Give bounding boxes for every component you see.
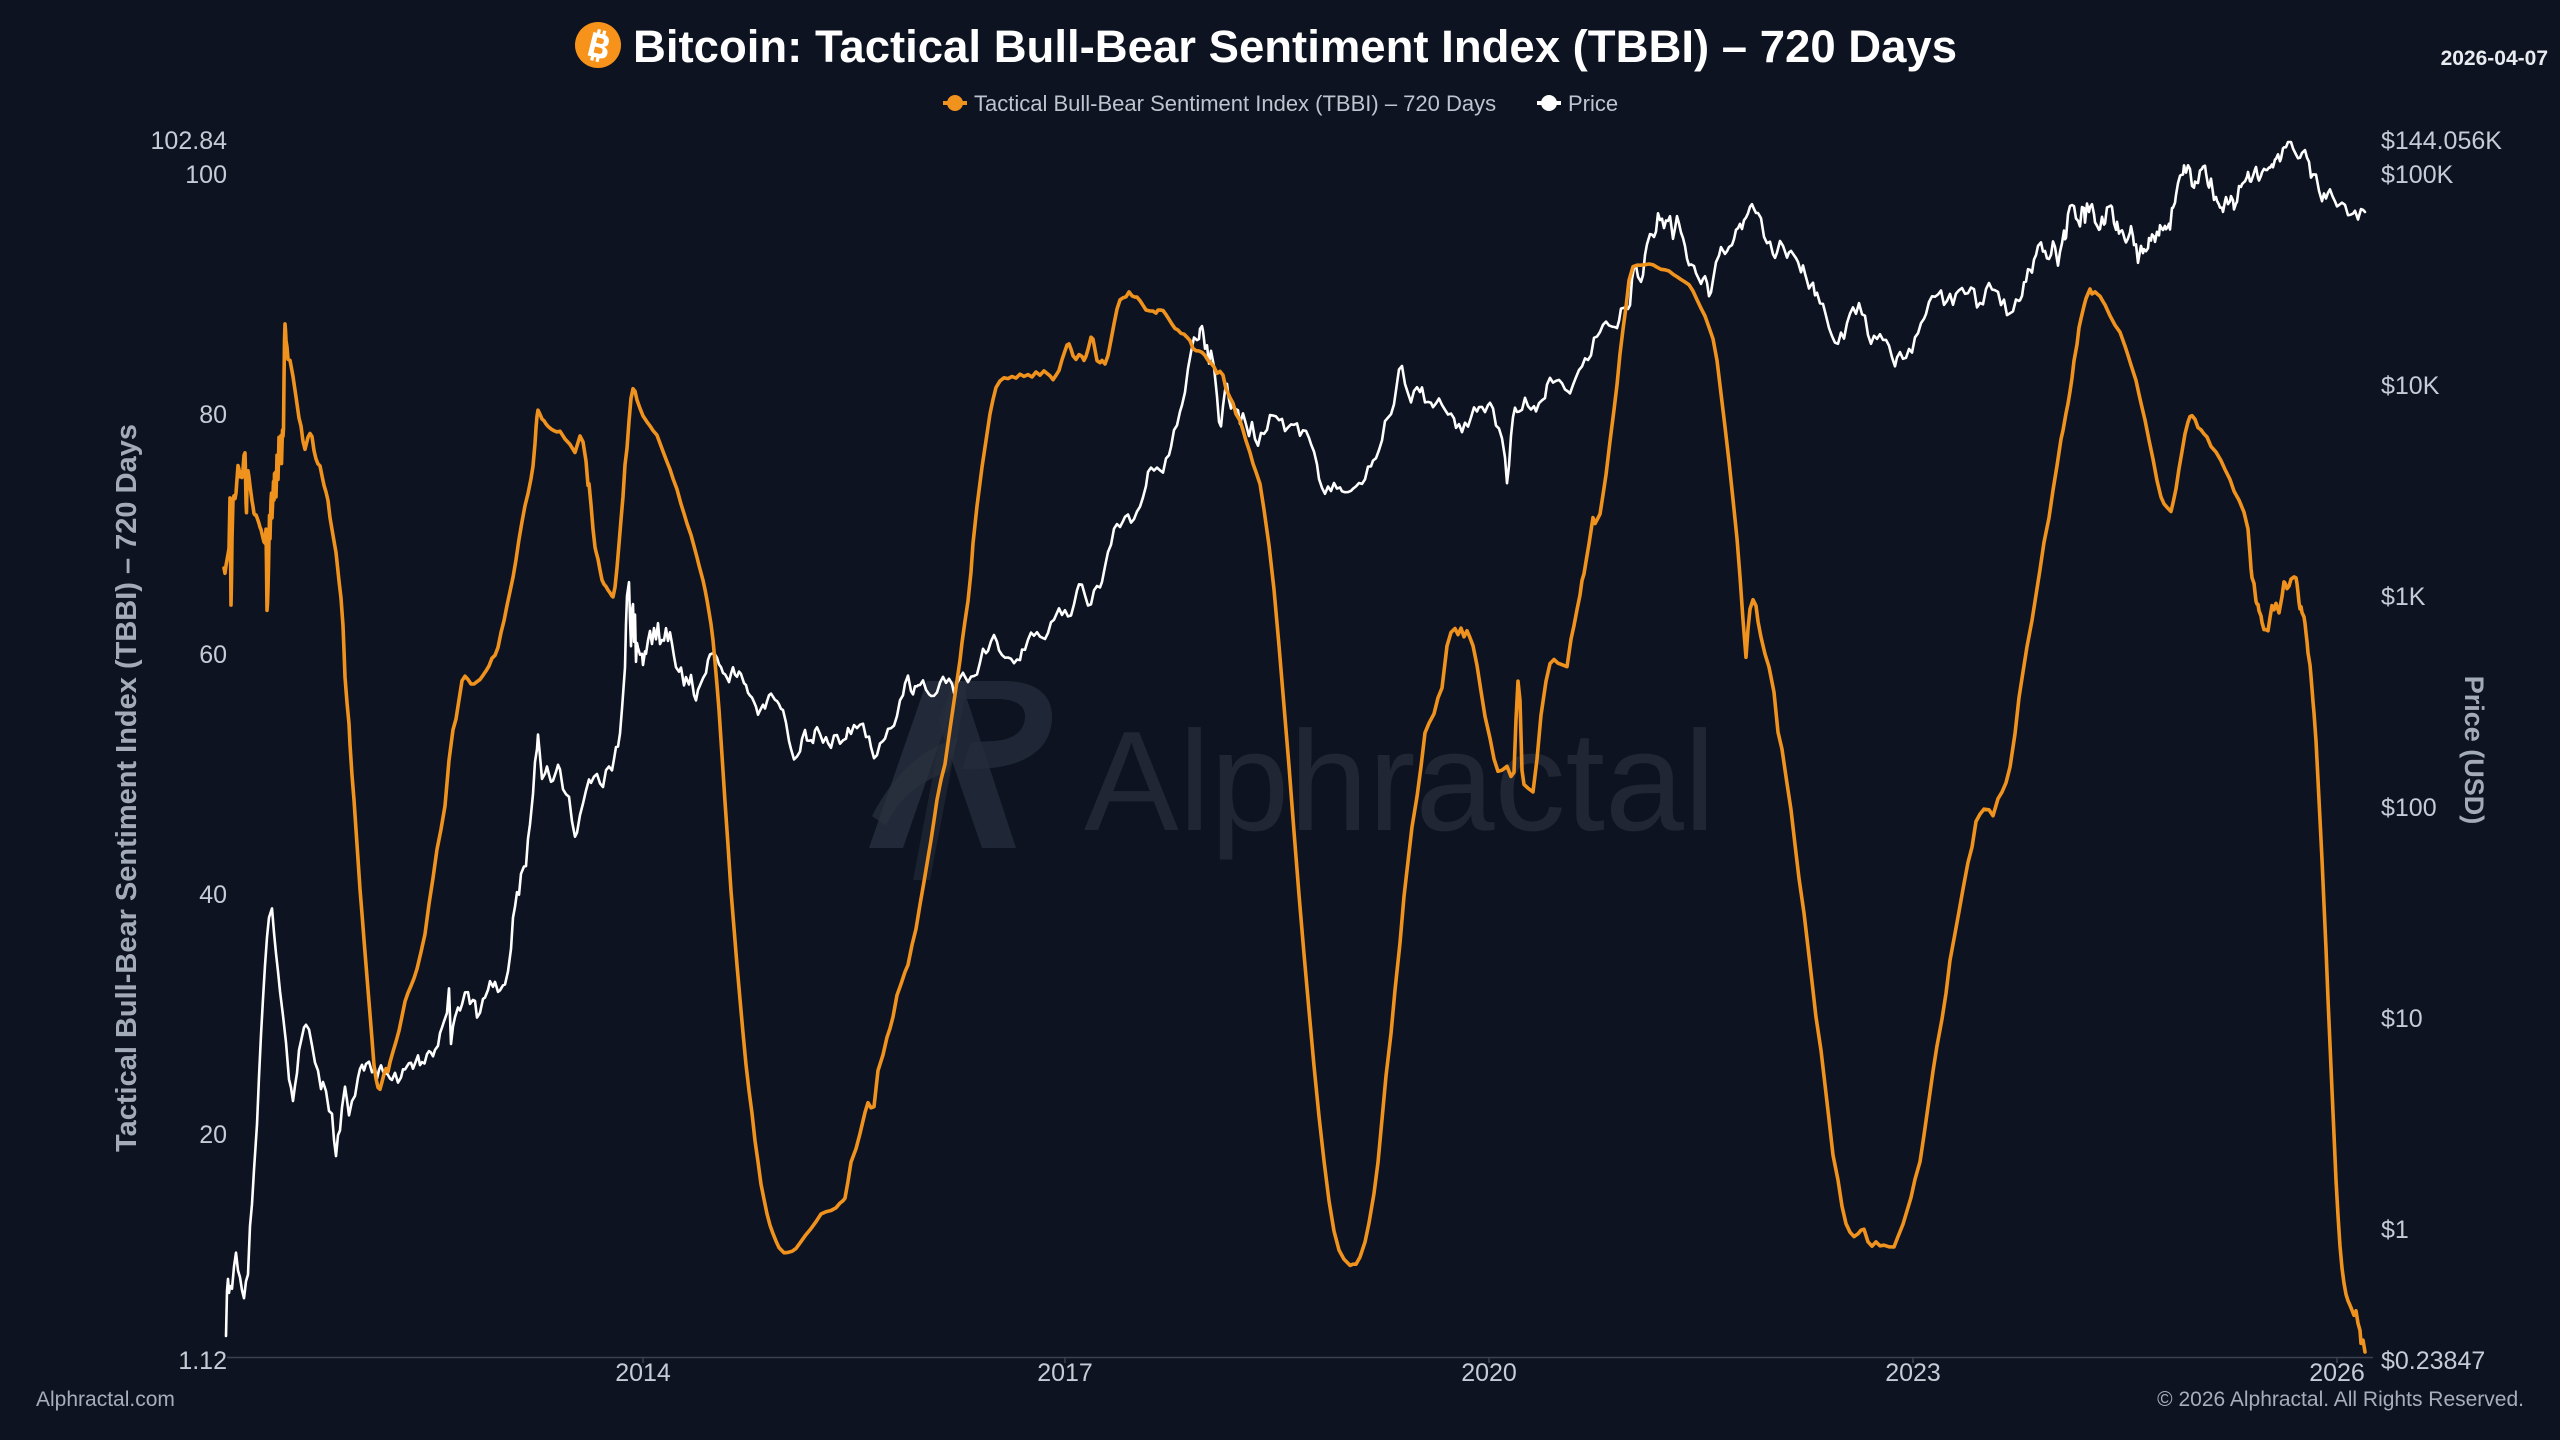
svg-text:40: 40 (199, 881, 227, 909)
svg-text:© 2026 Alphractal. All Rights: © 2026 Alphractal. All Rights Reserved. (2157, 1388, 2524, 1411)
svg-text:Bitcoin: Tactical Bull-Bear Se: Bitcoin: Tactical Bull-Bear Sentiment In… (633, 21, 1957, 72)
svg-text:80: 80 (199, 401, 227, 429)
svg-text:100: 100 (185, 161, 227, 189)
svg-text:Price: Price (1568, 91, 1618, 116)
svg-text:2026-04-07: 2026-04-07 (2441, 47, 2548, 70)
svg-text:2020: 2020 (1461, 1359, 1517, 1387)
svg-text:Alphractal.com: Alphractal.com (36, 1388, 175, 1411)
svg-text:Price (USD): Price (USD) (2459, 676, 2489, 825)
svg-text:$144.056K: $144.056K (2381, 127, 2502, 155)
svg-text:$1: $1 (2381, 1216, 2409, 1244)
svg-text:Alphractal: Alphractal (1084, 702, 1715, 861)
svg-text:$100K: $100K (2381, 161, 2454, 189)
svg-text:2014: 2014 (615, 1359, 671, 1387)
svg-text:$1K: $1K (2381, 583, 2426, 611)
svg-text:Tactical Bull-Bear Sentiment I: Tactical Bull-Bear Sentiment Index (TBBI… (111, 424, 143, 1152)
svg-text:60: 60 (199, 641, 227, 669)
svg-text:2026: 2026 (2309, 1359, 2365, 1387)
svg-text:2023: 2023 (1885, 1359, 1941, 1387)
svg-text:2017: 2017 (1037, 1359, 1093, 1387)
svg-text:$10K: $10K (2381, 372, 2440, 400)
svg-text:1.12: 1.12 (178, 1347, 227, 1375)
svg-text:Tactical Bull-Bear Sentiment I: Tactical Bull-Bear Sentiment Index (TBBI… (974, 91, 1496, 116)
svg-text:102.84: 102.84 (151, 127, 228, 155)
svg-text:$100: $100 (2381, 794, 2437, 822)
svg-text:$0.23847: $0.23847 (2381, 1347, 2485, 1375)
svg-text:$10: $10 (2381, 1005, 2423, 1033)
svg-text:20: 20 (199, 1121, 227, 1149)
